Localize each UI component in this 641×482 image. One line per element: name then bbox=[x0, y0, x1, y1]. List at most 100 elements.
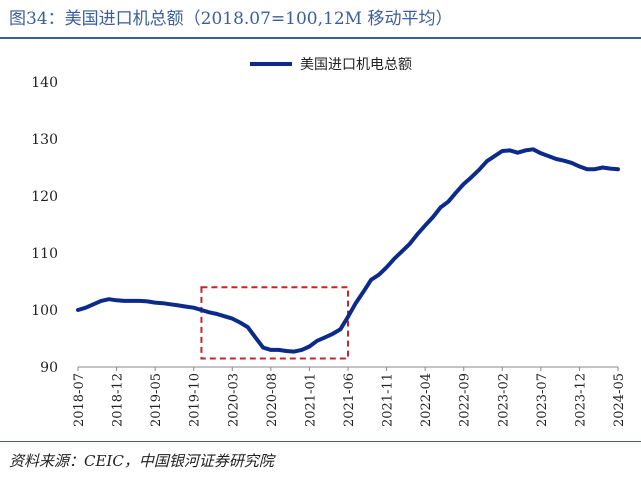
data-point bbox=[401, 250, 403, 253]
data-point bbox=[154, 301, 156, 304]
data-point bbox=[601, 166, 604, 169]
y-tick-label: 130 bbox=[31, 132, 58, 148]
data-point bbox=[378, 273, 380, 276]
data-point bbox=[300, 349, 303, 351]
x-tick-label: 2021-01 bbox=[303, 373, 318, 427]
x-tick-label: 2023-12 bbox=[573, 373, 588, 427]
y-tick-label: 100 bbox=[31, 303, 58, 319]
data-point bbox=[385, 266, 388, 269]
x-tick-label: 2023-07 bbox=[535, 373, 550, 427]
data-point bbox=[447, 200, 450, 203]
data-point bbox=[285, 350, 288, 352]
data-point bbox=[246, 326, 249, 328]
data-point bbox=[277, 349, 280, 351]
y-tick-label: 90 bbox=[40, 360, 58, 376]
data-point bbox=[617, 168, 619, 171]
source-divider bbox=[0, 441, 641, 442]
data-point bbox=[162, 302, 164, 304]
data-point bbox=[509, 149, 511, 152]
data-point bbox=[540, 152, 542, 155]
data-point bbox=[532, 148, 534, 151]
data-point bbox=[501, 150, 504, 152]
x-tick-label: 2018-12 bbox=[111, 373, 126, 427]
data-point bbox=[470, 176, 473, 178]
data-point bbox=[586, 168, 588, 171]
highlight-box bbox=[200, 286, 349, 360]
data-point bbox=[185, 305, 187, 308]
data-point bbox=[177, 304, 180, 307]
legend: 美国进口机电总额 bbox=[250, 57, 412, 73]
data-point bbox=[578, 165, 581, 168]
legend-label: 美国进口机电总额 bbox=[300, 57, 412, 73]
data-point bbox=[370, 278, 372, 281]
data-point bbox=[92, 303, 95, 306]
data-point bbox=[208, 311, 210, 314]
data-point bbox=[146, 300, 149, 303]
data-point bbox=[223, 315, 226, 318]
data-point bbox=[131, 300, 133, 302]
data-point bbox=[77, 309, 79, 311]
data-point bbox=[555, 158, 558, 160]
data-point bbox=[138, 300, 141, 302]
data-point bbox=[424, 224, 426, 227]
x-tick-label: 2022-04 bbox=[419, 373, 434, 427]
data-point bbox=[262, 346, 264, 349]
data-point bbox=[354, 302, 357, 304]
data-point bbox=[324, 336, 326, 339]
data-point bbox=[100, 300, 102, 302]
data-point bbox=[293, 350, 295, 353]
series-lines bbox=[76, 147, 620, 354]
data-point bbox=[547, 155, 550, 157]
x-axis: 2018-07 2018-12 2019-05 2019-10 2020-03 2020-… bbox=[72, 366, 627, 427]
data-point bbox=[416, 233, 419, 235]
data-point bbox=[563, 159, 565, 162]
data-point bbox=[169, 303, 172, 306]
data-point bbox=[594, 168, 596, 171]
x-tick-label: 2021-11 bbox=[381, 373, 396, 427]
data-point bbox=[524, 149, 527, 152]
data-point bbox=[331, 333, 334, 335]
data-point bbox=[231, 317, 234, 320]
data-point bbox=[108, 298, 110, 300]
data-point bbox=[362, 290, 365, 293]
data-point bbox=[316, 339, 318, 342]
data-point bbox=[200, 309, 203, 311]
dashed-highlight-box bbox=[200, 286, 349, 360]
x-tick-label: 2022-09 bbox=[458, 373, 473, 427]
data-point bbox=[239, 321, 241, 324]
y-tick-label: 140 bbox=[31, 75, 58, 91]
data-point bbox=[216, 313, 218, 315]
data-point bbox=[192, 306, 195, 309]
x-tick-label: 2019-05 bbox=[149, 373, 164, 427]
x-tick-label: 2020-08 bbox=[265, 373, 280, 427]
y-tick-label: 110 bbox=[31, 246, 58, 262]
data-point bbox=[393, 257, 396, 260]
data-point bbox=[254, 336, 257, 339]
data-point bbox=[570, 162, 573, 164]
data-point bbox=[462, 183, 465, 185]
y-axis: 90 100 110 120 130 140 bbox=[31, 75, 58, 376]
data-point bbox=[516, 151, 519, 154]
data-point bbox=[308, 345, 311, 348]
data-point bbox=[123, 300, 126, 302]
x-tick-label: 2024-05 bbox=[612, 373, 627, 427]
data-point bbox=[408, 243, 411, 245]
x-tick-label: 2020-03 bbox=[226, 373, 241, 427]
data-point bbox=[439, 206, 442, 209]
x-tick-label: 2019-10 bbox=[188, 373, 203, 427]
data-point bbox=[455, 191, 457, 194]
data-point bbox=[347, 316, 349, 318]
source-note: 资料来源：CEIC，中国银河证券研究院 bbox=[9, 452, 274, 470]
data-point bbox=[478, 168, 480, 171]
title-divider bbox=[0, 37, 641, 39]
data-point bbox=[486, 160, 488, 163]
data-point bbox=[270, 349, 272, 351]
data-point bbox=[432, 216, 434, 218]
data-point bbox=[84, 306, 87, 309]
x-tick-label: 2023-02 bbox=[496, 373, 511, 427]
x-tick-label: 2018-07 bbox=[72, 373, 87, 427]
data-point bbox=[339, 328, 342, 331]
data-point bbox=[609, 167, 612, 170]
chart-title: 图34：美国进口机总额（2018.07=100,12M 移动平均） bbox=[9, 9, 453, 29]
